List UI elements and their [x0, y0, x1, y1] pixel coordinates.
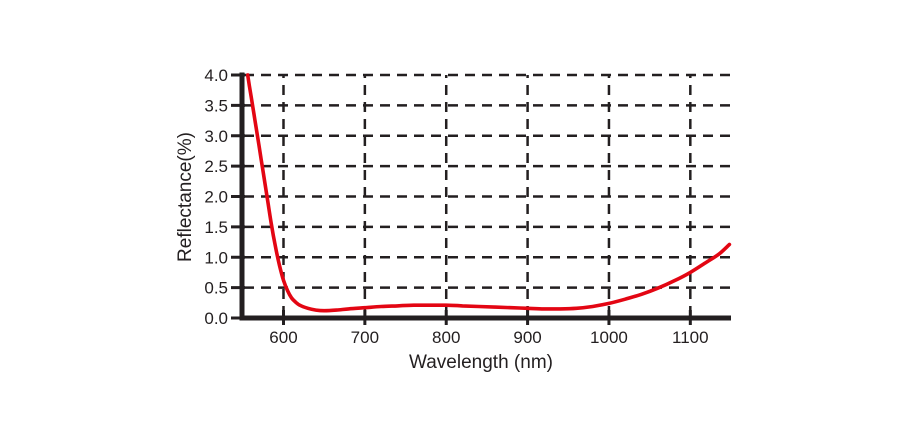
y-tick-label: 3.5 — [204, 96, 228, 115]
x-tick-label: 600 — [269, 328, 297, 347]
y-tick-label: 2.5 — [204, 157, 228, 176]
x-tick-label: 900 — [513, 328, 541, 347]
axis-layer — [231, 72, 731, 325]
x-tick-label: 1000 — [590, 328, 628, 347]
x-tick-label: 700 — [351, 328, 379, 347]
tick-label-layer: 0.0 0.5 1.0 1.5 2.0 2.5 3.0 3.5 4.0 600 700 800 900 1… — [204, 66, 708, 347]
y-tick-label: 4.0 — [204, 66, 228, 85]
x-tick-label: 1100 — [672, 328, 709, 347]
y-axis-title: Reflectance(%) — [175, 132, 196, 262]
y-tick-label: 1.5 — [204, 218, 228, 237]
x-axis-title: Wavelength (nm) — [409, 352, 553, 373]
series-layer — [245, 73, 732, 313]
curve-reflectance — [245, 73, 732, 313]
y-tick-label: 0.0 — [204, 309, 228, 328]
grid-layer — [244, 73, 731, 316]
y-tick-label: 3.0 — [204, 127, 228, 146]
y-tick-label: 1.0 — [204, 248, 228, 267]
x-tick-label: 800 — [432, 328, 460, 347]
y-tick-label: 2.0 — [204, 188, 228, 207]
y-tick-label: 0.5 — [204, 279, 228, 298]
